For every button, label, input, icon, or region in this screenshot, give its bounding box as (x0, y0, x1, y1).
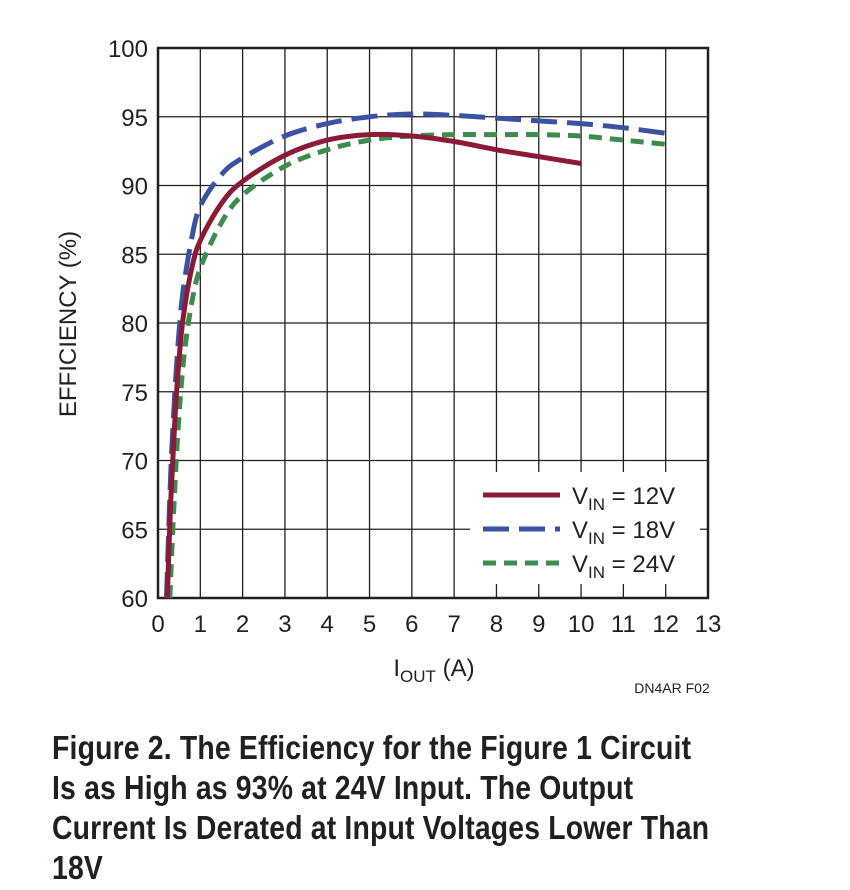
chart-legend: VIN = 12V VIN = 18V VIN = 24V (470, 472, 700, 584)
y-tick-label: 80 (121, 311, 148, 338)
figure-code: DN4AR F02 (634, 680, 710, 696)
legend-label-12v: VIN = 12V (572, 483, 675, 514)
y-tick-label: 95 (121, 105, 148, 132)
x-tick-label: 9 (532, 611, 545, 638)
y-tick-label: 70 (121, 449, 148, 476)
series-group (164, 111, 667, 599)
y-tick-label: 100 (108, 36, 148, 63)
x-tick-label: 11 (611, 611, 636, 638)
x-tick-label: 2 (236, 611, 249, 638)
x-tick-label: 7 (447, 611, 460, 638)
figure-caption: Figure 2. The Efficiency for the Figure … (52, 729, 710, 886)
y-tick-label: 85 (121, 242, 148, 269)
x-tick-label: 4 (321, 611, 334, 638)
x-axis-label-sub: OUT (400, 667, 436, 686)
x-tick-label: 12 (652, 611, 679, 638)
plot-frame (156, 46, 710, 600)
y-axis-label: EFFICIENCY (%) (55, 231, 82, 417)
x-tick-label: 6 (405, 611, 418, 638)
y-tick-label: 65 (121, 517, 148, 544)
x-tick-label: 0 (151, 611, 164, 638)
x-axis-label: IOUT (A) (393, 655, 474, 686)
x-axis-label-main: I (393, 655, 400, 682)
x-axis-label-unit: (A) (436, 655, 475, 682)
y-tick-label: 75 (121, 380, 148, 407)
x-tick-label: 8 (490, 611, 503, 638)
y-tick-label: 90 (121, 174, 148, 201)
x-tick-label: 3 (278, 611, 291, 638)
y-tick-label: 60 (121, 586, 148, 613)
x-tick-label: 13 (695, 611, 722, 638)
x-tick-label: 1 (194, 611, 207, 638)
series-line-24v (167, 132, 666, 599)
x-tick-label: 5 (363, 611, 376, 638)
series-line-12v (164, 131, 582, 599)
legend-label-24v: VIN = 24V (572, 551, 675, 582)
legend-label-18v: VIN = 18V (572, 517, 675, 548)
x-tick-label: 10 (568, 611, 595, 638)
